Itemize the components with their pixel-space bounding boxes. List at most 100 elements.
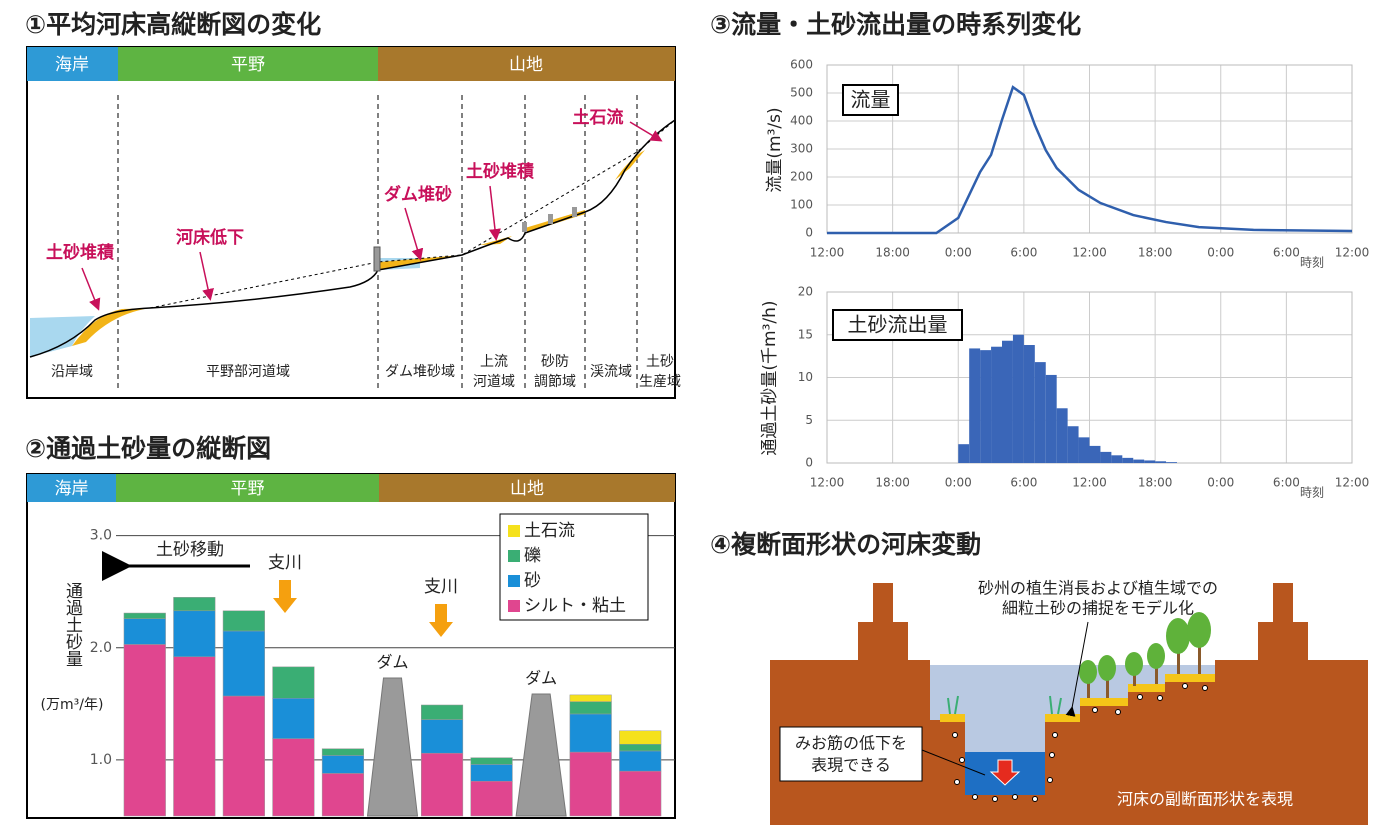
zone-label: 砂防 xyxy=(541,354,569,370)
y-axis-label: 流量(m³/s) xyxy=(765,107,785,192)
sediment xyxy=(72,308,150,346)
dam-label: ダム xyxy=(376,653,408,672)
region-band xyxy=(378,47,675,81)
region-label: 山地 xyxy=(510,479,544,499)
bar xyxy=(980,350,992,463)
region-band xyxy=(27,474,116,502)
current-bed xyxy=(29,119,676,358)
x-tick-label: 6:00 xyxy=(1273,246,1300,260)
y-tick-label: 100 xyxy=(790,198,813,212)
bar-segment xyxy=(470,757,513,765)
bar xyxy=(1012,334,1024,463)
bar-segment xyxy=(321,773,365,817)
bar xyxy=(1056,408,1068,463)
x-tick-label: 12:00 xyxy=(1335,476,1370,490)
legend-swatch xyxy=(508,575,520,587)
bar-segment xyxy=(470,780,513,817)
bar-segment xyxy=(173,597,216,612)
x-axis-label: 時刻 xyxy=(1300,486,1324,500)
panel-title: ②通過土砂量の縦断図 xyxy=(25,434,271,463)
original-bed xyxy=(149,119,676,309)
region-label: 海岸 xyxy=(55,479,89,499)
bar xyxy=(1067,426,1079,463)
x-tick-label: 12:00 xyxy=(1335,246,1370,260)
x-tick-label: 6:00 xyxy=(1010,476,1037,490)
bar-segment xyxy=(173,610,216,658)
y-tick-label: 15 xyxy=(798,327,813,341)
annotation: ダム堆砂 xyxy=(384,184,452,205)
x-tick-label: 0:00 xyxy=(1207,476,1234,490)
bar-segment xyxy=(222,695,265,817)
bar-segment xyxy=(272,738,315,817)
y-tick-label: 5 xyxy=(805,413,813,427)
stacked-panel: ②通過土砂量の縦断図 海岸 平野 山地 1.0 2.0 3.0 通過土砂量 (万m³/年) ダム… xyxy=(25,434,676,819)
zone-label: 調節域 xyxy=(534,373,576,390)
bar xyxy=(1034,362,1046,463)
bar-segment xyxy=(619,730,662,745)
bar xyxy=(1089,445,1101,463)
x-tick-label: 18:00 xyxy=(875,246,910,260)
annotation: 土砂移動 xyxy=(156,540,224,560)
annotation: 表現できる xyxy=(811,756,891,775)
legend-swatch xyxy=(508,600,520,612)
legend-label: 礫 xyxy=(524,546,541,566)
tributary-arrow xyxy=(273,580,297,613)
annotation: 砂州の植生消長および植生域での xyxy=(978,579,1218,598)
annotation: 土砂堆積 xyxy=(466,161,535,182)
tributary-arrow xyxy=(429,604,453,637)
bar-segment xyxy=(569,701,612,715)
bar-segment xyxy=(619,750,662,772)
frame xyxy=(26,46,676,399)
region-label: 平野 xyxy=(231,479,265,499)
zone-label: 平野部河道域 xyxy=(206,364,290,380)
zone-label: 生産域 xyxy=(639,374,681,390)
bar-segment xyxy=(123,644,166,817)
legend-box xyxy=(499,513,649,621)
annotation: 細粒土砂の捕捉をモデル化 xyxy=(1002,599,1194,618)
x-tick-label: 12:00 xyxy=(810,246,845,260)
y-tick-label: 1.0 xyxy=(90,752,112,768)
y-tick-label: 600 xyxy=(790,58,813,72)
x-tick-label: 6:00 xyxy=(1010,246,1037,260)
zone-label: 上流 xyxy=(480,354,508,370)
x-tick-label: 18:00 xyxy=(1138,246,1173,260)
label-box xyxy=(842,84,899,116)
legend-label: 砂 xyxy=(524,571,541,591)
leader xyxy=(1065,621,1089,717)
bar xyxy=(969,348,981,463)
x-tick-label: 18:00 xyxy=(875,476,910,490)
y-tick-label: 20 xyxy=(798,285,813,299)
bar xyxy=(1002,340,1013,463)
bar-segment xyxy=(272,698,315,739)
annotation-arrows xyxy=(81,121,663,311)
panel-title: ①平均河床高縦断図の変化 xyxy=(25,10,321,39)
label-box xyxy=(832,309,963,341)
plot-frame xyxy=(826,64,1353,234)
check-dam xyxy=(522,222,527,232)
annotation: 土石流 xyxy=(573,107,624,128)
zone-dividers xyxy=(117,95,638,390)
bar-segment xyxy=(420,719,464,754)
dam xyxy=(515,693,567,817)
sediment xyxy=(615,150,645,180)
zone-label: ダム堆砂域 xyxy=(385,364,455,380)
legend-swatch xyxy=(508,550,520,562)
legend-label: 土石流 xyxy=(524,521,575,541)
bar xyxy=(1078,437,1090,463)
bar-segment xyxy=(222,630,265,697)
annotation: 支川 xyxy=(268,553,302,573)
x-tick-label: 18:00 xyxy=(1138,476,1173,490)
bar-segment xyxy=(272,666,315,699)
zone-label: 河道域 xyxy=(473,374,515,390)
annotation: 土砂堆積 xyxy=(46,242,115,263)
bar xyxy=(1023,345,1035,463)
x-tick-label: 0:00 xyxy=(945,246,972,260)
bar-segment xyxy=(470,764,513,782)
y-tick-label: 200 xyxy=(790,170,813,184)
region-band xyxy=(27,47,118,81)
zone-label: 渓流域 xyxy=(590,364,632,380)
bar xyxy=(1144,460,1156,463)
region-band xyxy=(116,474,379,502)
bar-segment xyxy=(321,755,365,774)
